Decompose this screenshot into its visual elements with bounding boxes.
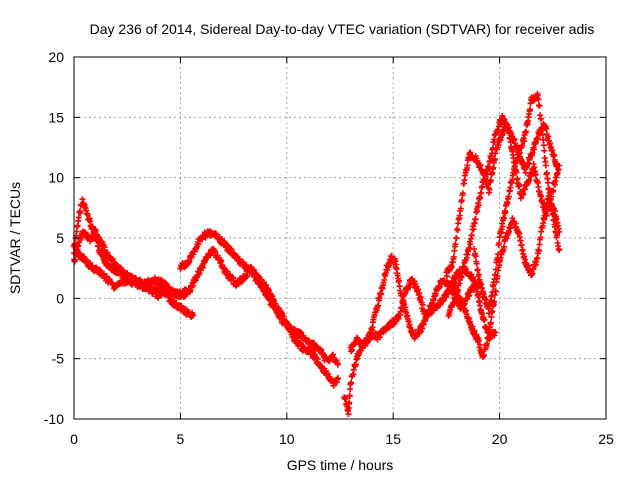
series-track-c [71,242,190,301]
y-axis-label: SDTVAR / TECUs [7,182,23,294]
chart-title: Day 236 of 2014, Sidereal Day-to-day VTE… [90,21,595,37]
x-tick-label: 20 [492,431,508,447]
y-tick-label: -5 [52,351,65,367]
axis-ticks: 0 5 10 15 20 25 -10 -5 0 5 10 15 20 [44,49,614,447]
y-tick-label: 5 [56,230,64,246]
series-track-k [445,112,563,319]
y-tick-label: 20 [48,49,64,65]
series-markers-track-k [445,112,563,319]
series-markers-track-c [71,242,190,301]
series-track-a [71,196,197,320]
series-track-e [177,245,341,389]
x-tick-label: 0 [70,431,78,447]
series-markers-track-a [71,196,197,320]
x-tick-label: 5 [177,431,185,447]
y-tick-label: -10 [44,411,64,427]
data-series [71,90,563,418]
y-tick-label: 10 [48,170,64,186]
x-tick-label: 10 [279,431,295,447]
y-tick-label: 0 [56,290,64,306]
x-tick-label: 25 [598,431,614,447]
y-tick-label: 15 [48,109,64,125]
series-markers-track-e [177,245,341,389]
x-tick-label: 15 [385,431,401,447]
x-axis-label: GPS time / hours [287,457,394,473]
